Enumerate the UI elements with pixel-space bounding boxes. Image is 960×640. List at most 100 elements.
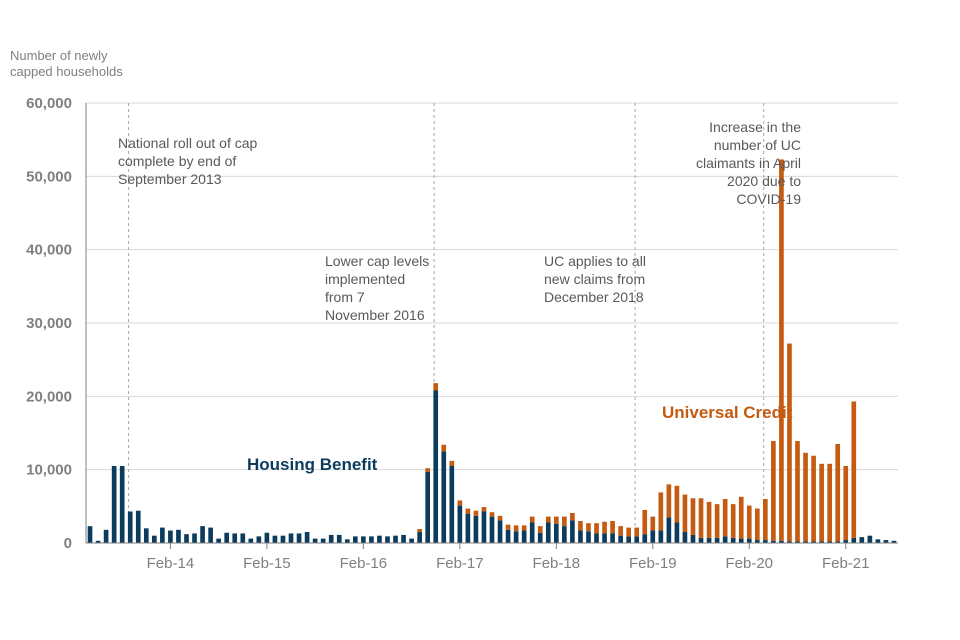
bar-housing-benefit [586, 531, 591, 543]
bar-universal-credit [481, 507, 487, 512]
bar-universal-credit [835, 444, 841, 542]
bar-universal-credit [537, 526, 543, 533]
y-tick-label: 0 [64, 535, 72, 552]
bar-housing-benefit [296, 533, 302, 543]
bar-universal-credit [714, 504, 720, 538]
bar-housing-benefit [344, 539, 350, 543]
bar-housing-benefit [505, 529, 511, 543]
bar-universal-credit [827, 463, 832, 542]
bar-housing-benefit [875, 539, 881, 543]
bar-housing-benefit [119, 466, 125, 543]
annotation-national-rollout: National roll out of cap complete by end… [118, 135, 258, 187]
bar-housing-benefit [578, 530, 583, 543]
bar-housing-benefit [602, 533, 607, 543]
bar-housing-benefit [843, 540, 849, 543]
bar-housing-benefit [473, 515, 479, 543]
bar-housing-benefit [336, 534, 342, 543]
x-tick-label: Feb-17 [436, 555, 484, 572]
bar-housing-benefit [457, 505, 463, 543]
bar-housing-benefit [489, 516, 495, 543]
bar-housing-benefit [361, 536, 366, 543]
bar-housing-benefit [192, 533, 197, 543]
bar-universal-credit [722, 499, 728, 537]
bar-housing-benefit [763, 540, 768, 543]
y-tick-label: 10,000 [26, 462, 72, 479]
x-tick-label: Feb-19 [629, 555, 677, 572]
bar-housing-benefit [682, 532, 688, 543]
bar-universal-credit [497, 515, 503, 521]
bar-housing-benefit [497, 520, 503, 543]
bar-housing-benefit [272, 535, 278, 543]
bar-housing-benefit [352, 536, 358, 543]
bar-housing-benefit [779, 540, 784, 543]
x-tick-label: Feb-18 [533, 555, 581, 572]
bar-universal-credit [521, 525, 527, 531]
bar-universal-credit [787, 343, 792, 542]
bar-housing-benefit [787, 541, 792, 543]
bar-housing-benefit [200, 526, 205, 543]
bar-housing-benefit [811, 541, 816, 543]
bar-universal-credit [634, 527, 640, 537]
bar-housing-benefit [771, 540, 776, 543]
bar-housing-benefit [827, 541, 832, 543]
bar-housing-benefit [714, 537, 720, 543]
bar-universal-credit [626, 527, 632, 537]
bar-universal-credit [441, 444, 447, 452]
bar-universal-credit [730, 504, 736, 538]
bar-universal-credit [473, 510, 479, 516]
bar-housing-benefit [369, 536, 374, 543]
y-axis-title: Number of newly capped households [10, 48, 123, 79]
bar-housing-benefit [280, 535, 286, 543]
annotation-covid: Increase in the number of UC claimants i… [695, 119, 801, 207]
bar-universal-credit [642, 510, 648, 535]
bar-universal-credit [449, 460, 455, 466]
bar-housing-benefit [626, 536, 632, 543]
bar-housing-benefit [634, 536, 640, 543]
bar-housing-benefit [851, 537, 857, 543]
bar-housing-benefit [859, 537, 865, 543]
bar-housing-benefit [754, 540, 760, 543]
gridlines [86, 102, 898, 471]
bar-housing-benefit [184, 534, 189, 543]
bar-universal-credit [650, 516, 656, 531]
bar-housing-benefit [377, 535, 382, 543]
bar-universal-credit [706, 501, 712, 538]
y-tick-label: 40,000 [26, 242, 72, 259]
bar-housing-benefit [143, 528, 149, 543]
bar-universal-credit [489, 512, 495, 517]
bar-universal-credit [457, 500, 463, 506]
bar-housing-benefit [730, 537, 736, 543]
bar-housing-benefit [610, 533, 615, 543]
bar-housing-benefit [738, 538, 744, 543]
series-label-housing-benefit: Housing Benefit [247, 455, 378, 474]
bar-housing-benefit [795, 541, 800, 543]
annotation-uc-all-claims: UC applies to all new claims from Decemb… [544, 253, 646, 305]
bar-housing-benefit [674, 522, 680, 543]
bar-universal-credit [570, 512, 575, 521]
bar-housing-benefit [891, 540, 897, 543]
bar-universal-credit [586, 523, 591, 532]
bar-housing-benefit [803, 541, 808, 543]
bar-housing-benefit [481, 511, 487, 543]
bar-housing-benefit [256, 536, 262, 543]
bar-housing-benefit [553, 523, 559, 543]
bar-universal-credit [779, 159, 784, 541]
bar-housing-benefit [441, 451, 447, 543]
bar-housing-benefit [111, 466, 117, 543]
bar-universal-credit [425, 468, 431, 472]
bar-housing-benefit [867, 535, 873, 543]
bar-housing-benefit [537, 532, 543, 543]
y-tick-label: 50,000 [26, 168, 72, 185]
bar-universal-credit [618, 526, 623, 536]
bar-housing-benefit [288, 533, 294, 543]
bar-housing-benefit [385, 536, 390, 543]
bar-housing-benefit [304, 532, 310, 543]
bar-universal-credit [674, 485, 680, 523]
bar-universal-credit [553, 516, 559, 524]
bar-housing-benefit [562, 526, 567, 543]
bar-universal-credit [803, 452, 808, 542]
bar-housing-benefit [521, 530, 527, 543]
bar-housing-benefit [465, 513, 471, 543]
bar-housing-benefit [425, 471, 431, 543]
bar-housing-benefit [328, 534, 334, 543]
